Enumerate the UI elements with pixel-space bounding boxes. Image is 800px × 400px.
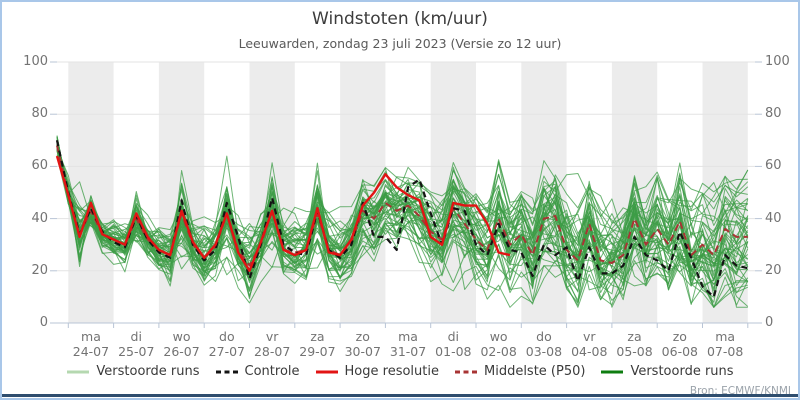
y-axis-label-left: 40 [31, 210, 48, 226]
legend-label: Verstoorde runs [630, 364, 734, 379]
y-axis-label-right: 60 [765, 158, 782, 174]
x-axis-weekday: zo [672, 329, 687, 344]
x-axis-day-label: zo 06-08 [648, 329, 712, 359]
legend-label: Verstoorde runs [96, 364, 200, 379]
legend-swatch-line [67, 370, 90, 373]
x-axis-date: 02-08 [480, 344, 517, 359]
page-title: Windstoten (km/uur) [312, 9, 488, 29]
x-axis-date: 31-07 [389, 344, 427, 359]
x-axis-day-label: di 25-07 [104, 329, 168, 359]
x-axis-date: 25-07 [118, 344, 155, 359]
x-axis-date: 04-08 [571, 344, 608, 359]
x-axis-date: 06-08 [661, 344, 698, 359]
legend-label: Controle [244, 364, 300, 379]
legend-item-verstoorde-runs: Verstoorde runs [600, 364, 734, 379]
x-axis-day-label: ma 24-07 [59, 329, 123, 359]
ensemble-member-line [56, 140, 749, 301]
y-axis-label-right: 100 [765, 54, 790, 69]
x-axis-weekday: zo [355, 329, 370, 344]
x-axis-day-label: ma 07-08 [693, 329, 757, 359]
x-axis-day-label: vr 04-08 [557, 329, 621, 359]
ensemble-member-line [56, 146, 748, 308]
day-band [340, 62, 386, 323]
bottom-accent-bar [2, 394, 798, 397]
x-axis-weekday: do [536, 329, 552, 344]
x-axis-weekday: za [627, 329, 642, 344]
x-axis-date: 28-07 [253, 344, 291, 359]
y-axis-label-left: 60 [31, 158, 48, 174]
x-axis-weekday: vr [265, 329, 279, 344]
x-axis-weekday: vr [582, 329, 596, 344]
y-axis-label-right: 40 [765, 210, 782, 226]
y-axis-label-left: 80 [31, 106, 48, 122]
legend-swatch-line [315, 370, 338, 373]
x-axis-day-label: za 29-07 [285, 329, 349, 359]
x-axis-weekday: di [130, 329, 142, 344]
x-axis-weekday: wo [489, 329, 508, 344]
legend-swatch-line [454, 370, 477, 373]
y-axis-label-left: 100 [23, 54, 48, 69]
x-axis-date: 26-07 [163, 344, 200, 359]
x-axis-weekday: di [447, 329, 460, 344]
day-band [158, 62, 205, 323]
chart-legend: Verstoorde runs Controle Hoge resolutie Mid… [2, 364, 798, 379]
legend-swatch-line [215, 370, 238, 373]
x-axis-date: 30-07 [344, 344, 381, 359]
day-band [68, 62, 114, 323]
legend-item-middelste-p50-: Middelste (P50) [454, 364, 585, 379]
x-axis-day-label: wo 02-08 [467, 329, 531, 359]
x-axis-day-label: do 27-07 [195, 329, 259, 359]
chart-subtitle: Leeuwarden, zondag 23 juli 2023 (Versie … [238, 36, 562, 51]
x-axis-day-label: di 01-08 [421, 329, 485, 359]
x-axis-date: 24-07 [72, 344, 110, 359]
legend-item-controle: Controle [215, 364, 300, 379]
x-axis-day-label: do 03-08 [512, 329, 576, 359]
x-axis-day-label: ma 31-07 [376, 329, 440, 359]
x-axis-weekday: za [310, 329, 325, 344]
x-axis-day-label: wo 26-07 [150, 329, 214, 359]
x-axis-date: 05-08 [616, 344, 653, 359]
x-axis-day-label: za 05-08 [603, 329, 667, 359]
x-axis-weekday: wo [172, 329, 191, 344]
legend-item-hoge-resolutie: Hoge resolutie [315, 364, 439, 379]
y-axis-label-left: 20 [31, 262, 48, 278]
x-axis-date: 03-08 [525, 344, 563, 359]
ensemble-member-line [56, 147, 749, 266]
x-axis-date: 07-08 [706, 344, 744, 359]
x-axis-weekday: ma [398, 329, 418, 344]
y-axis-label-left: 0 [39, 315, 48, 330]
legend-item-verstoorde-runs: Verstoorde runs [66, 364, 200, 379]
x-axis-day-label: vr 28-07 [240, 329, 304, 359]
x-axis-day-label: zo 30-07 [331, 329, 395, 359]
y-axis-label-right: 80 [765, 106, 782, 122]
x-axis-weekday: ma [715, 329, 736, 344]
x-axis-date: 01-08 [435, 344, 472, 359]
x-axis-date: 29-07 [299, 344, 336, 359]
hres-line [55, 155, 511, 272]
x-axis-weekday: ma [81, 329, 101, 344]
ensemble-member-line [56, 145, 749, 287]
legend-label: Middelste (P50) [483, 364, 586, 379]
y-axis-label-right: 20 [765, 262, 782, 278]
y-axis-label-right: 0 [765, 315, 774, 330]
legend-label: Hoge resolutie [344, 364, 439, 379]
legend-swatch-line [601, 370, 624, 373]
x-axis-weekday: do [219, 329, 235, 344]
x-axis-date: 27-07 [208, 344, 245, 359]
